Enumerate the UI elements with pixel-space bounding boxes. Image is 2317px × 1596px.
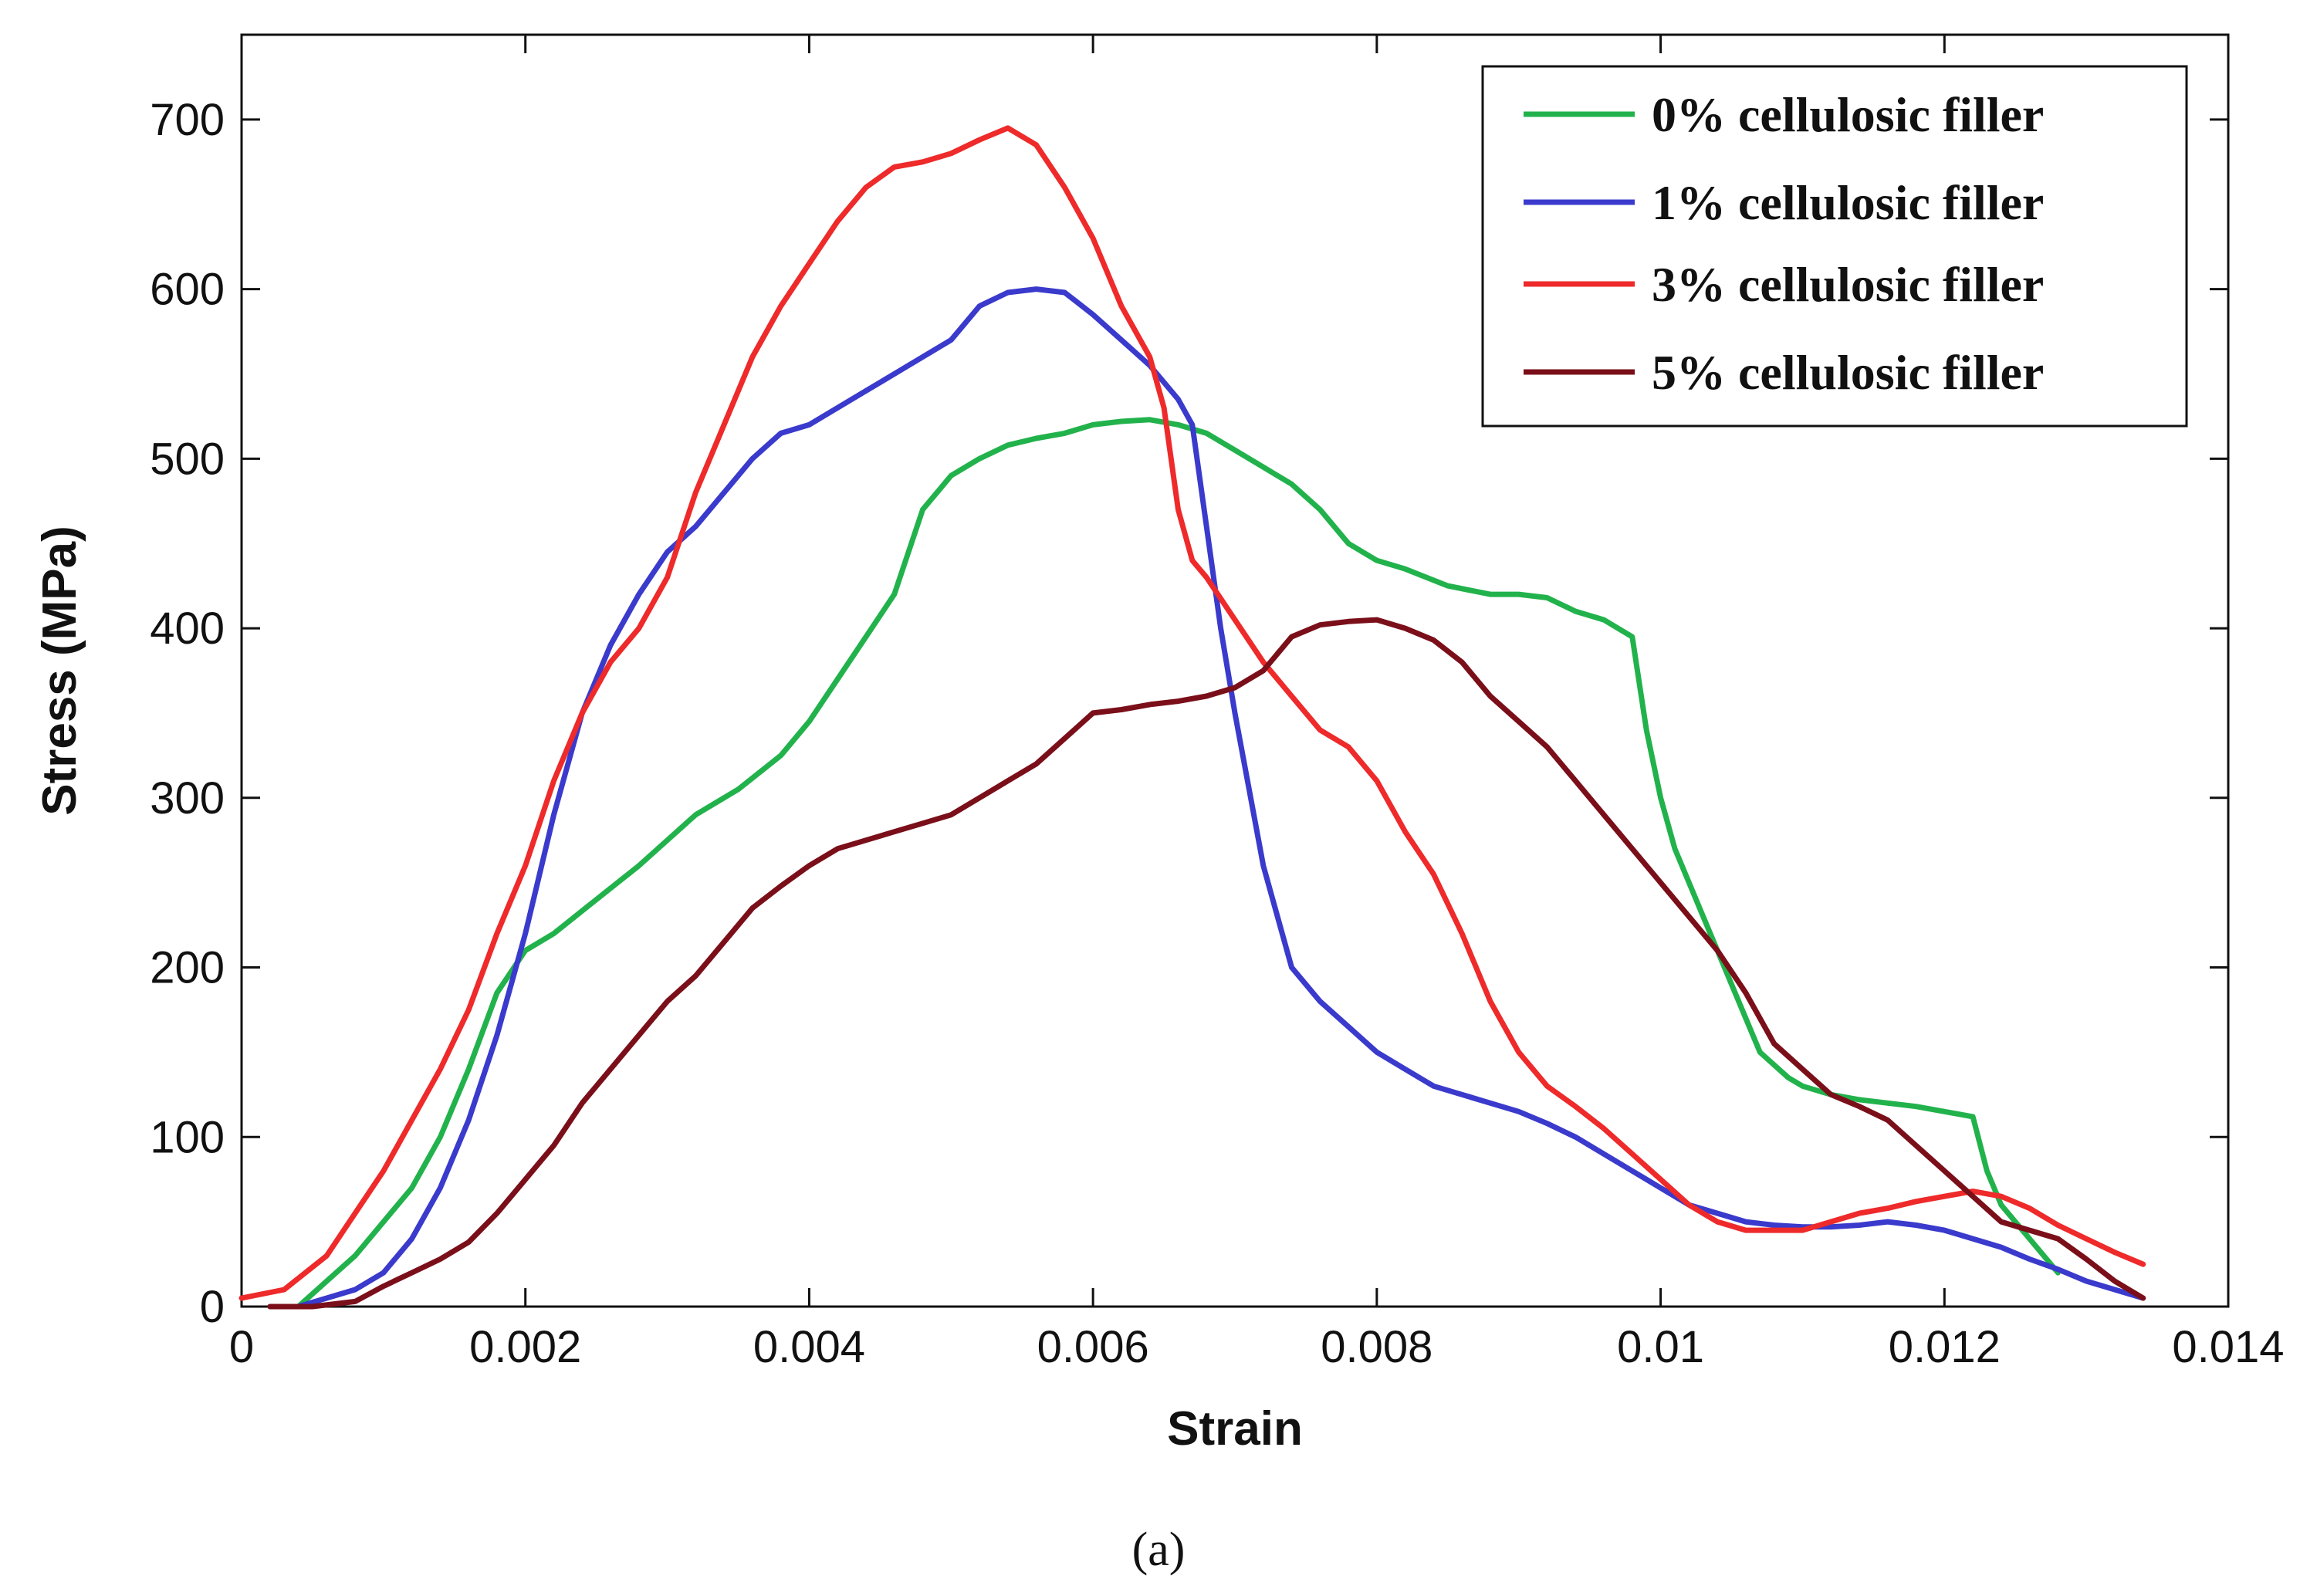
- x-axis-title: Strain: [1167, 1402, 1303, 1456]
- x-tick-label: 0.008: [1321, 1322, 1432, 1372]
- y-axis-title: Stress (MPa): [33, 526, 86, 816]
- y-tick-label: 200: [150, 943, 225, 993]
- y-tick-label: 0: [200, 1282, 225, 1332]
- legend-box: [1481, 65, 2188, 428]
- y-tick-label: 300: [150, 773, 225, 823]
- legend-label-3: 5% cellulosic filler: [1652, 345, 2044, 400]
- legend-label-1: 1% cellulosic filler: [1652, 175, 2044, 230]
- x-tick-label: 0.006: [1037, 1322, 1149, 1372]
- x-tick-label: 0: [229, 1322, 254, 1372]
- y-tick-label: 500: [150, 434, 225, 484]
- x-tick-label: 0.002: [469, 1322, 581, 1372]
- series-line-1: [296, 286, 2146, 1310]
- y-tick-label: 400: [150, 604, 225, 654]
- series-line-3: [267, 617, 2146, 1310]
- x-tick-label: 0.004: [753, 1322, 865, 1372]
- y-tick-label: 700: [150, 95, 225, 145]
- y-tick-label: 100: [150, 1112, 225, 1162]
- series-lines: [238, 125, 2146, 1310]
- axis-ticks: 0 0.002 0.004 0.006 0.008 0.01 0.012 0.014 0 100 2…: [150, 35, 2285, 1372]
- legend-label-2: 3% cellulosic filler: [1652, 257, 2044, 312]
- x-tick-label: 0.01: [1617, 1322, 1704, 1372]
- legend-label-0: 0% cellulosic filler: [1652, 87, 2044, 142]
- series-line-2: [238, 125, 2146, 1301]
- figure-caption: (a): [1132, 1523, 1186, 1576]
- y-tick-label: 600: [150, 265, 225, 315]
- legend: 0% cellulosic filler 1% cellulosic filler…: [1481, 65, 2188, 428]
- x-tick-label: 0.014: [2172, 1322, 2284, 1372]
- x-tick-label: 0.012: [1889, 1322, 2001, 1372]
- series-line-0: [296, 417, 2061, 1310]
